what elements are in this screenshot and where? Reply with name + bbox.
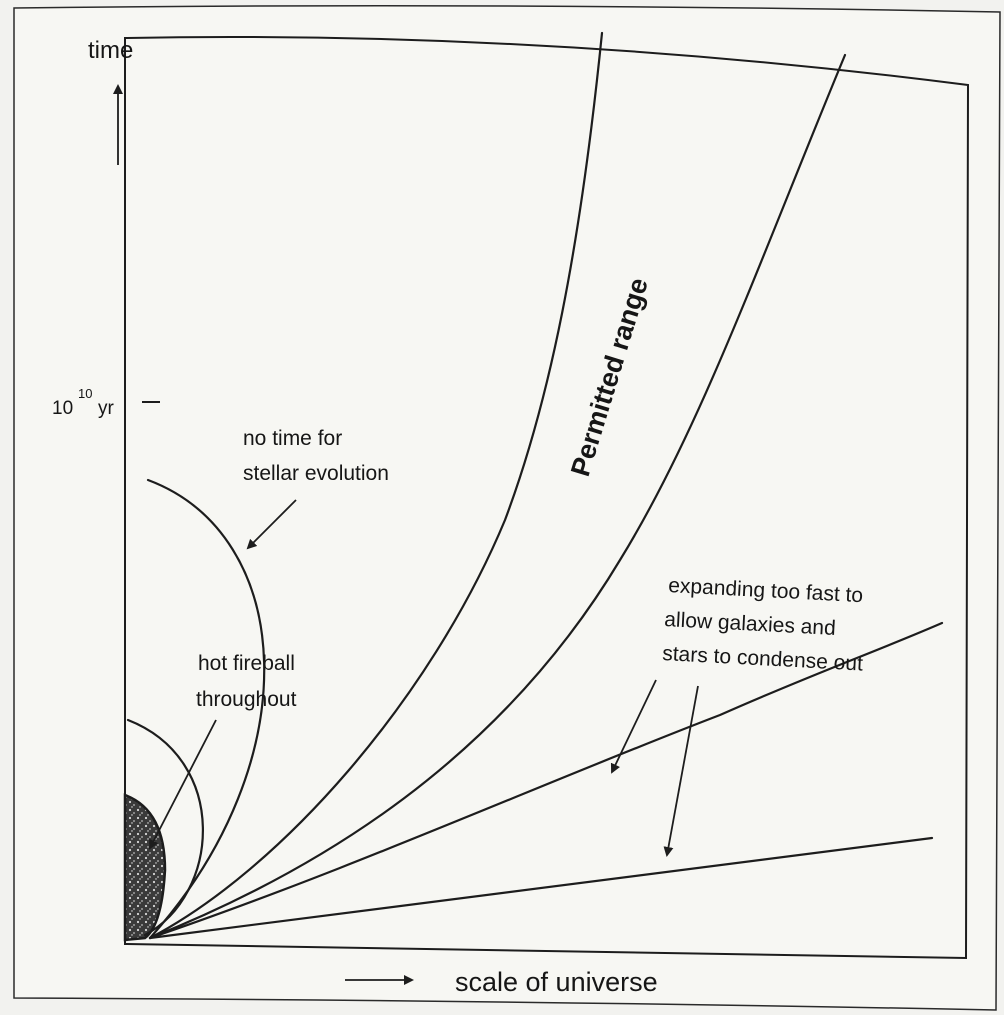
no-time-pointer: [246, 499, 297, 550]
paper-sheet: [13, 5, 1001, 1011]
plot-frame: [124, 35, 970, 960]
fast-curve-upper: [148, 621, 944, 940]
fireball-pointer: [149, 719, 217, 850]
permitted-right-curve: [148, 53, 847, 940]
no-time-text-line2: stellar evolution: [243, 462, 389, 485]
tick-label-base: 10: [52, 398, 73, 419]
fast-curve-lower: [148, 836, 934, 940]
x-axis-label: scale of universe: [455, 967, 658, 997]
y-axis-label: time: [88, 37, 133, 64]
expanding-pointer-lower: [663, 685, 699, 857]
permitted-left-curve: [148, 31, 604, 940]
tick-label-unit: yr: [98, 398, 115, 419]
fireball-text-line2: throughout: [196, 688, 297, 711]
no-time-arc: [146, 478, 266, 940]
no-time-text-line1: no time for: [243, 427, 342, 450]
expanding-pointer-upper: [610, 679, 657, 774]
fireball-text-line1: hot fireball: [198, 652, 295, 675]
tick-label-exponent: 10: [78, 386, 92, 401]
